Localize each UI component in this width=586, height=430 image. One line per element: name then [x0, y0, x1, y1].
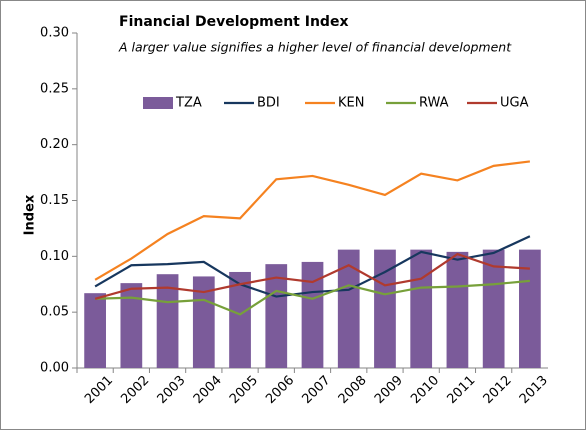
line [94, 235, 531, 298]
y-tick-label: 0.05 [40, 305, 69, 320]
chart-subtitle: A larger value signifies a higher level … [118, 40, 512, 55]
bar [446, 251, 469, 368]
y-tick-label: 0.00 [40, 361, 69, 376]
y-tick-label: 0.25 [40, 81, 69, 96]
legend-label: TZA [175, 96, 202, 111]
y-tick-label: 0.15 [40, 193, 69, 208]
line [94, 160, 531, 281]
bar [374, 249, 396, 368]
bar [229, 271, 251, 368]
bar [519, 249, 541, 368]
bar [84, 293, 106, 368]
line [94, 252, 530, 300]
bar [482, 249, 505, 368]
y-tick-label: 0.10 [40, 249, 69, 264]
bar [265, 264, 288, 368]
y-tick-label: 0.30 [40, 26, 69, 41]
bar [410, 249, 433, 368]
line [95, 279, 530, 316]
bar [156, 274, 179, 368]
legend-label: UGA [500, 96, 529, 111]
y-tick-label: 0.20 [40, 137, 69, 152]
legend-label: BDI [257, 96, 280, 111]
chart-title: Financial Development Index [119, 14, 348, 30]
y-axis-label: Index [23, 194, 38, 235]
legend-label: KEN [338, 96, 364, 111]
bar [337, 249, 360, 368]
legend-label: RWA [419, 96, 449, 111]
bar [301, 261, 324, 368]
bar [120, 283, 143, 368]
legend-swatch [143, 97, 173, 109]
